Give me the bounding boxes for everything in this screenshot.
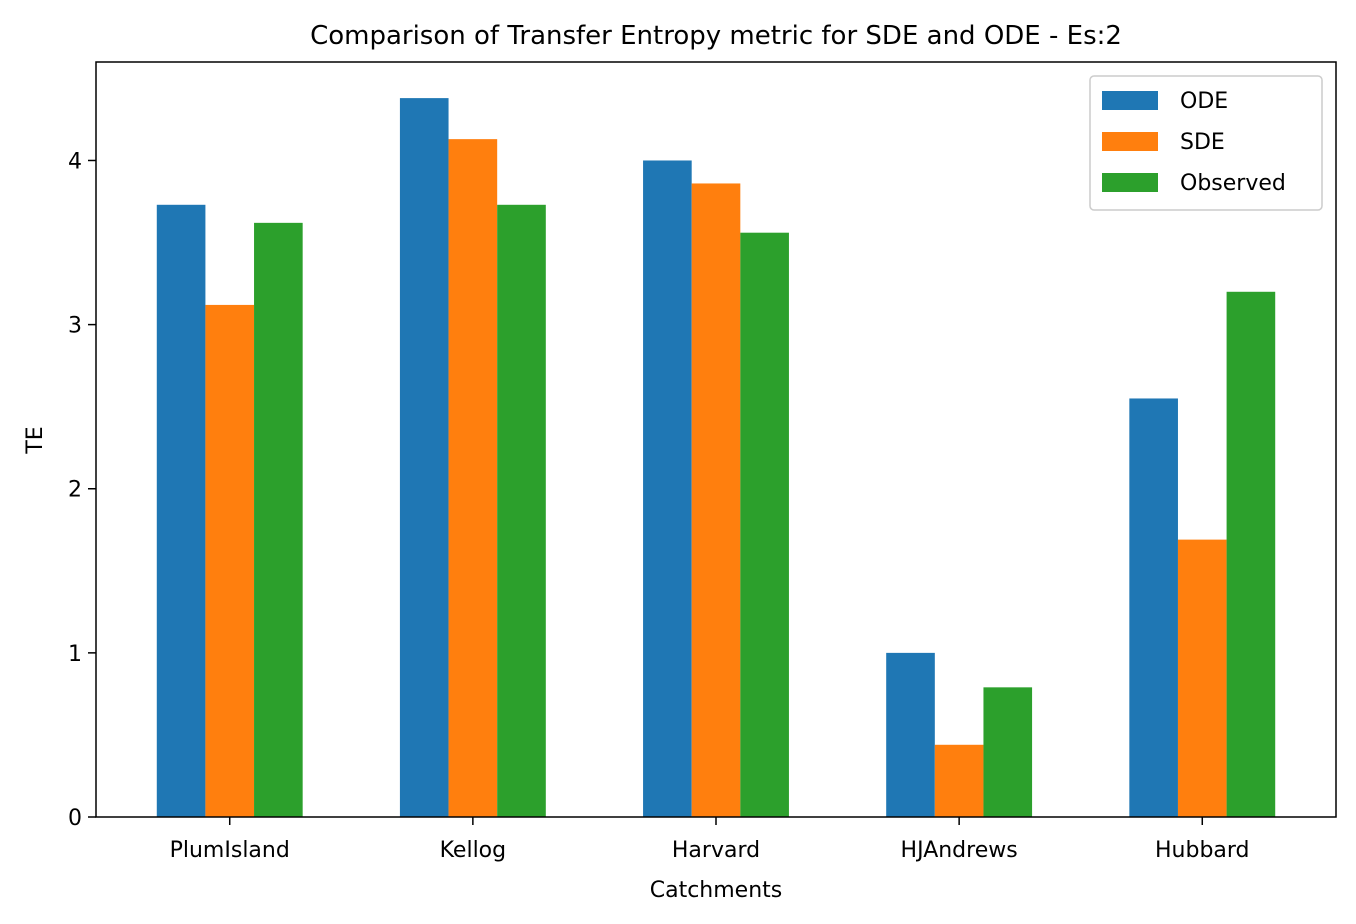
- bar-sde-hjandrews: [934, 744, 984, 817]
- y-tick-label: 0: [68, 806, 82, 831]
- x-axis-ticks: PlumIsland Kellog Harvard HJAndrews Hubbard: [170, 817, 1250, 863]
- bars-layer: [156, 98, 1276, 818]
- chart-title: Comparison of Transfer Entropy metric fo…: [310, 21, 1122, 51]
- bar-sde-hubbard: [1177, 539, 1227, 817]
- x-tick-label: PlumIsland: [170, 838, 290, 863]
- legend-swatch-observed: [1102, 173, 1158, 192]
- plot-frame: [95, 61, 1337, 818]
- bar-ode-plumisland: [156, 204, 206, 818]
- bar-observed-hubbard: [1226, 291, 1276, 818]
- y-tick-label: 4: [68, 149, 82, 174]
- legend: ODE SDE Observed: [1089, 75, 1323, 211]
- bar-observed-plumisland: [254, 222, 303, 817]
- bar-sde-kellog: [448, 139, 498, 818]
- bar-observed-kellog: [497, 204, 546, 818]
- bar-observed-hjandrews: [983, 687, 1033, 817]
- x-tick-label: Kellog: [440, 838, 507, 863]
- x-tick-label: HJAndrews: [901, 838, 1018, 863]
- legend-swatch-sde: [1102, 132, 1158, 151]
- y-tick-label: 3: [68, 314, 82, 339]
- bar-observed-harvard: [740, 232, 789, 817]
- bar-sde-plumisland: [205, 304, 255, 817]
- x-tick-label: Harvard: [672, 838, 760, 863]
- bar-ode-kellog: [399, 98, 449, 817]
- x-axis-label: Catchments: [650, 878, 783, 903]
- legend-swatch-ode: [1102, 91, 1158, 110]
- legend-label-ode: ODE: [1180, 89, 1228, 114]
- y-axis-ticks: 0 1 2 3 4: [68, 149, 96, 831]
- legend-label-observed: Observed: [1180, 171, 1286, 196]
- y-tick-label: 2: [68, 478, 82, 503]
- y-tick-label: 1: [68, 642, 82, 667]
- legend-label-sde: SDE: [1180, 130, 1225, 155]
- x-tick-label: Hubbard: [1155, 838, 1250, 863]
- bar-sde-harvard: [691, 183, 741, 817]
- bar-ode-hubbard: [1129, 398, 1178, 817]
- bar-ode-hjandrews: [886, 652, 935, 817]
- bar-ode-harvard: [643, 160, 692, 817]
- y-axis-label: TE: [23, 426, 48, 454]
